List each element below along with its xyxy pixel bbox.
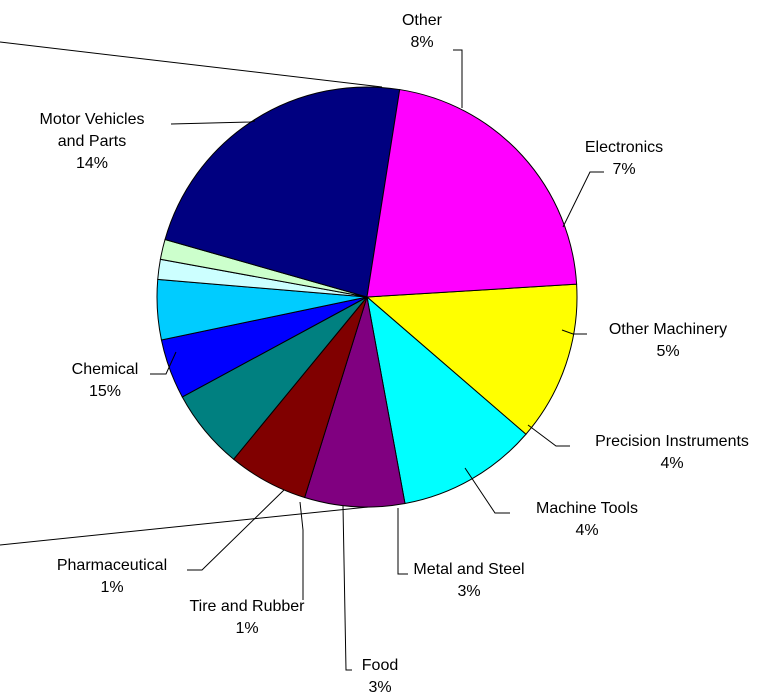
slice-label-percent: 1%: [100, 579, 123, 596]
slice-label-percent: 4%: [575, 522, 598, 539]
leader-line: [342, 505, 352, 671]
slice-label-percent: 1%: [235, 620, 258, 637]
connector-line-bottom: [0, 506, 369, 546]
leader-line: [299, 501, 304, 600]
connector-line-top: [0, 41, 383, 88]
pie-slice-other-machinery: [304, 296, 406, 508]
slice-label-percent: 3%: [457, 583, 480, 600]
slice-label-name: Tire and Rubber: [189, 598, 305, 615]
slice-label-name: Motor Vehicles: [40, 111, 145, 128]
slice-label-name: and Parts: [58, 133, 126, 150]
slice-label-name: Machine Tools: [536, 500, 638, 517]
pie-slices: [156, 86, 578, 508]
slice-label-name: Pharmaceutical: [57, 557, 167, 574]
slice-label-name: Precision Instruments: [595, 433, 749, 450]
slice-label-name: Other Machinery: [609, 321, 727, 338]
slice-label-name: Other: [402, 12, 443, 29]
leader-line: [397, 508, 408, 575]
pie-slice-chemical: [164, 86, 401, 298]
leader-line: [464, 467, 510, 514]
slice-label-name: Metal and Steel: [413, 561, 524, 578]
slice-label-percent: 4%: [660, 455, 683, 472]
slice-label-name: Chemical: [72, 361, 139, 378]
leader-lines: [150, 49, 604, 671]
slice-labels: Other 8% Electronics 7% Other Machinery 5% Pre…: [40, 12, 749, 696]
leader-line: [561, 329, 587, 335]
leader-line: [170, 120, 256, 125]
leader-line: [453, 49, 463, 108]
leader-line: [150, 351, 177, 375]
slice-label-percent: 14%: [76, 155, 108, 172]
pie-slice-motor-vehicles-and-parts: [366, 88, 578, 298]
leader-line: [562, 171, 604, 228]
leader-line: [187, 489, 285, 571]
slice-label-percent: 15%: [89, 383, 121, 400]
slice-label-percent: 7%: [612, 161, 635, 178]
slice-label-percent: 3%: [368, 679, 391, 696]
slice-label-name: Electronics: [585, 139, 663, 156]
pie-slice-other: [365, 283, 578, 435]
leader-line: [527, 424, 570, 447]
pie-slice-electronics: [366, 295, 527, 505]
slice-label-name: Food: [362, 657, 398, 674]
slice-label-percent: 5%: [656, 343, 679, 360]
slice-label-percent: 8%: [410, 34, 433, 51]
